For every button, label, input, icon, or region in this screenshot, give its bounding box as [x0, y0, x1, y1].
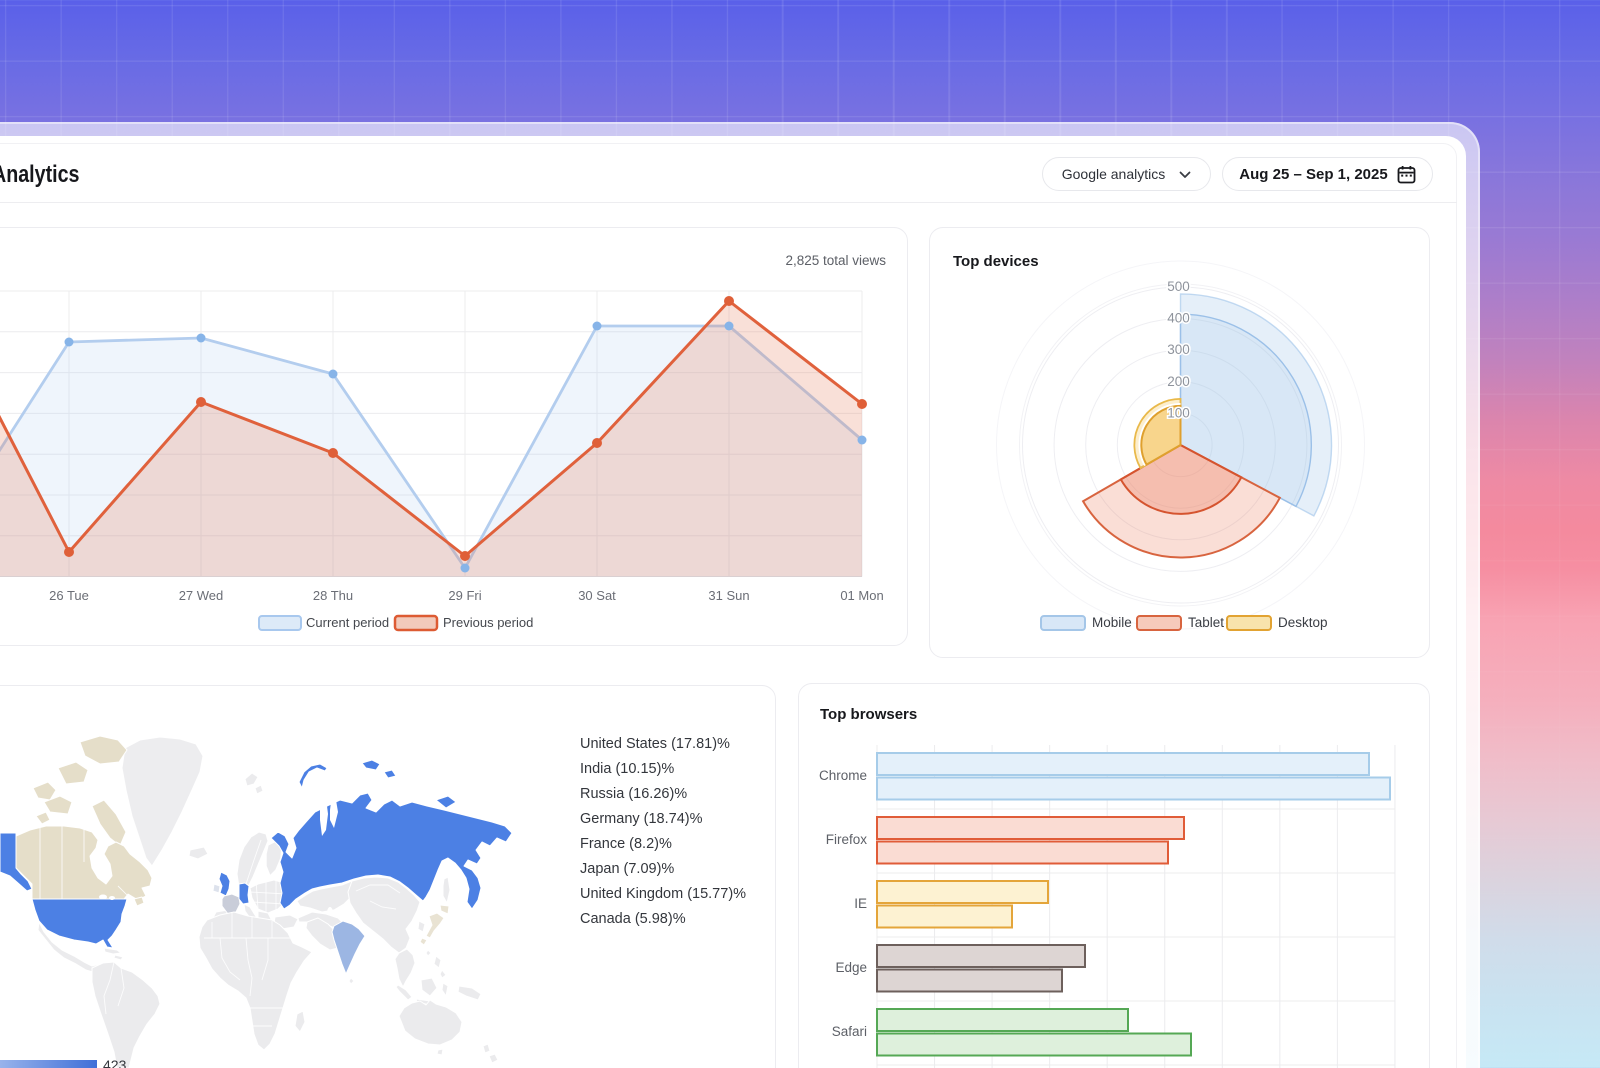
svg-text:31 Sun: 31 Sun [708, 588, 749, 603]
svg-text:IE: IE [854, 896, 867, 911]
svg-text:Current period: Current period [306, 615, 389, 630]
svg-text:Desktop: Desktop [1278, 615, 1328, 630]
svg-text:26 Tue: 26 Tue [49, 588, 89, 603]
svg-text:Previous period: Previous period [443, 615, 533, 630]
svg-text:300: 300 [1167, 342, 1190, 357]
svg-text:27 Wed: 27 Wed [179, 588, 224, 603]
svg-text:400: 400 [1167, 311, 1190, 326]
svg-text:500: 500 [1167, 279, 1190, 294]
svg-text:100: 100 [1167, 405, 1190, 420]
svg-text:28 Thu: 28 Thu [313, 588, 353, 603]
svg-text:2,825 total views: 2,825 total views [785, 253, 886, 268]
svg-text:Chrome: Chrome [819, 768, 867, 783]
svg-text:Firefox: Firefox [826, 832, 868, 847]
svg-text:29 Fri: 29 Fri [448, 588, 481, 603]
svg-text:30 Sat: 30 Sat [578, 588, 616, 603]
svg-text:01 Mon: 01 Mon [840, 588, 883, 603]
svg-text:200: 200 [1167, 374, 1190, 389]
svg-text:Safari: Safari [832, 1024, 867, 1039]
svg-text:Mobile: Mobile [1092, 615, 1132, 630]
svg-text:Tablet: Tablet [1188, 615, 1224, 630]
svg-text:Edge: Edge [835, 960, 867, 975]
